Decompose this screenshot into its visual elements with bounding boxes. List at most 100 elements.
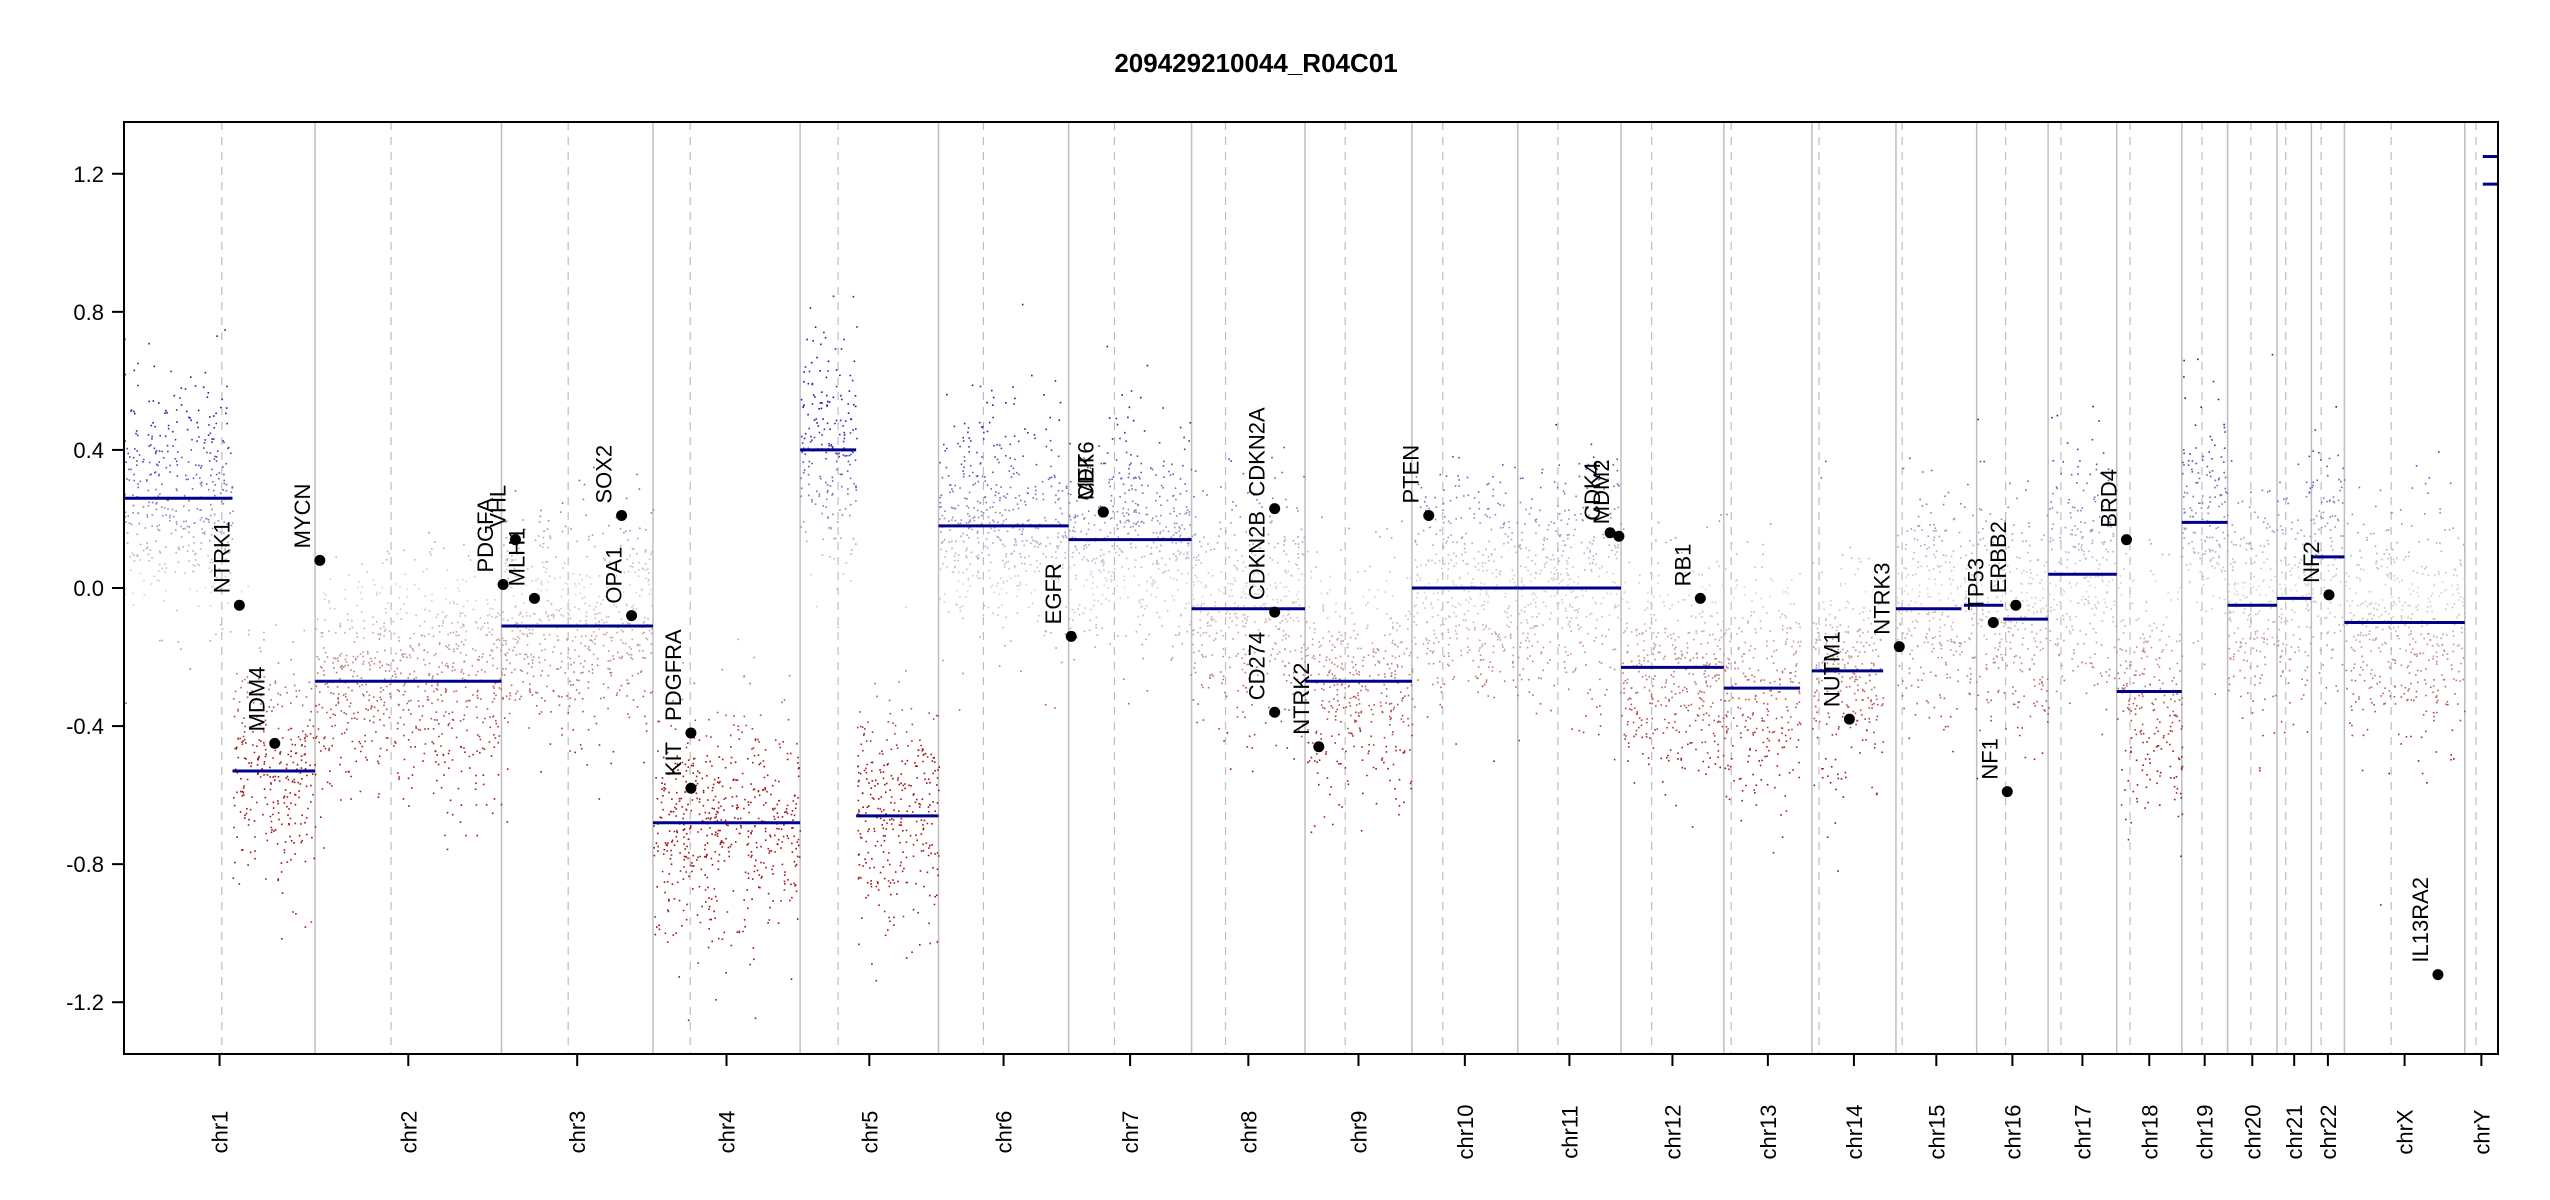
probe-point-group xyxy=(476,734,1834,736)
probe-point-group xyxy=(268,706,2169,709)
gene-point xyxy=(1694,592,1706,604)
gene-point xyxy=(2120,534,2132,546)
probe-point-group xyxy=(190,419,1060,422)
probe-point-group xyxy=(274,749,2155,752)
probe-point-group xyxy=(365,683,1486,686)
probe-point-group xyxy=(549,535,2311,538)
probe-point-group xyxy=(237,709,2428,713)
gene-point xyxy=(616,510,628,522)
x-tick-label: chr15 xyxy=(1924,1104,1949,1159)
probe-point-group xyxy=(259,723,1799,727)
x-tick-label: chr12 xyxy=(1660,1104,1685,1159)
probe-point-group xyxy=(234,690,2418,693)
probe-point-group xyxy=(328,599,2460,602)
probe-point-group xyxy=(241,740,2168,744)
gene-point xyxy=(1613,530,1625,542)
probe-point-group xyxy=(265,753,2149,756)
probe-point-group xyxy=(203,441,1161,444)
probe-point-group xyxy=(213,521,2294,524)
x-tick-label: chr16 xyxy=(2000,1104,2025,1159)
probe-point-group xyxy=(134,448,830,450)
gene-label: EGFR xyxy=(1041,563,1066,624)
gene-point xyxy=(314,554,326,566)
probe-point-group xyxy=(167,427,970,430)
probe-point-group xyxy=(384,607,2282,610)
probe-point-group xyxy=(467,554,2352,557)
gene-label: NUTM1 xyxy=(1819,631,1844,707)
probe-point-group xyxy=(152,421,1192,424)
x-tick-label: chr11 xyxy=(1557,1105,1582,1158)
probe-point-group xyxy=(125,701,2438,705)
probe-point-group xyxy=(247,629,2153,632)
probe-point-group xyxy=(268,688,2125,691)
probe-point-group xyxy=(262,728,2369,731)
probe-point-group xyxy=(971,528,2320,531)
probe-point-group xyxy=(403,723,2295,726)
probe-point-group xyxy=(258,755,1766,758)
probe-point-group xyxy=(229,583,2459,587)
gene-point xyxy=(528,592,540,604)
probe-point-group xyxy=(534,539,2368,542)
probe-point-group xyxy=(502,668,2427,670)
probe-point-group xyxy=(243,716,2244,720)
probe-point-group xyxy=(277,692,2384,695)
probe-point-group xyxy=(209,639,2348,643)
probe-point-group xyxy=(578,655,2435,658)
gene-point xyxy=(1269,503,1281,515)
probe-point-group xyxy=(264,748,1751,751)
probe-point-group xyxy=(1290,574,1914,577)
probe-point-group xyxy=(227,540,2421,544)
probe-point-group xyxy=(340,664,2131,667)
probe-point-group xyxy=(561,727,1784,730)
probe-point-group xyxy=(335,555,2407,559)
probe-point-group xyxy=(540,582,2310,585)
gene-point xyxy=(1423,510,1435,522)
gene-point xyxy=(269,737,281,749)
x-tick-label: chr13 xyxy=(1756,1104,1781,1159)
gene-label: NTRK1 xyxy=(209,521,234,593)
probe-point-group xyxy=(329,578,2332,581)
probe-point-group xyxy=(376,700,2254,703)
x-tick-label: chr22 xyxy=(2316,1104,2341,1159)
x-tick-label: chr21 xyxy=(2282,1104,2307,1159)
probe-point-group xyxy=(819,475,2212,479)
probe-point-group xyxy=(128,479,2319,482)
probe-point-group xyxy=(270,699,2413,701)
probe-point-group xyxy=(136,464,2418,467)
probe-point-group xyxy=(241,743,2171,746)
probe-point-group xyxy=(384,649,2445,652)
probe-point-group xyxy=(567,712,2254,714)
probe-point-group xyxy=(360,610,2433,613)
probe-point-group xyxy=(438,643,2461,646)
probe-point-group xyxy=(277,661,2462,665)
gene-label: PTEN xyxy=(1399,445,1424,504)
probe-point-group xyxy=(177,640,2417,644)
probe-point-group xyxy=(243,730,2309,734)
probe-point-group xyxy=(135,430,1146,433)
x-tick-label: chr5 xyxy=(857,1111,882,1154)
probe-point-group xyxy=(329,607,2386,610)
x-tick-label: chr17 xyxy=(2070,1104,2095,1159)
probe-point-group xyxy=(124,593,2454,597)
probe-point-group xyxy=(176,421,178,423)
probe-point-group xyxy=(187,478,1609,481)
x-tick-label: chr18 xyxy=(2137,1104,2162,1159)
x-tick-label: chr3 xyxy=(565,1111,590,1154)
probe-point-group xyxy=(281,737,2150,739)
gene-point xyxy=(1269,706,1281,718)
gene-label: SOX2 xyxy=(592,445,617,504)
probe-point-group xyxy=(392,620,2390,623)
probe-point-group xyxy=(210,591,2443,594)
probe-point-group xyxy=(409,644,2444,647)
probe-point-group xyxy=(213,513,2354,516)
probe-point-group xyxy=(199,476,2431,479)
probe-point-group xyxy=(302,730,2427,733)
gene-label: IL13RA2 xyxy=(2408,877,2433,963)
gene-label: MLH1 xyxy=(504,528,529,587)
probe-point-group xyxy=(396,612,2467,615)
x-tick-label: chrY xyxy=(2469,1109,2494,1155)
probe-point-group xyxy=(266,710,2466,713)
probe-point-group xyxy=(215,422,966,425)
probe-point-group xyxy=(209,604,2465,607)
probe-point-group xyxy=(174,438,2213,441)
